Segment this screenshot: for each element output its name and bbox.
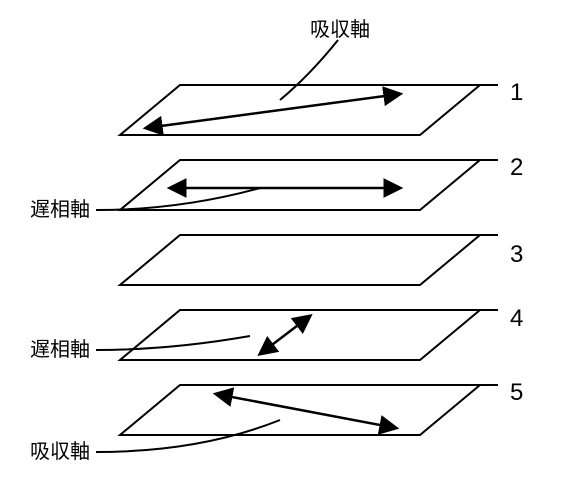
callout-label-5: 吸収軸 [30,440,90,463]
layer-plate-3 [120,235,480,285]
callout-label-2: 遅相軸 [30,198,90,221]
layer-4: 4 遅相軸 [30,305,523,361]
layer-number-1: 1 [510,79,523,106]
callout-label-4: 遅相軸 [30,338,90,361]
layer-2: 2 遅相軸 [30,154,523,221]
layer-3: 3 [120,235,523,285]
layer-5: 5 吸収軸 [30,379,523,463]
layer-number-3: 3 [510,241,523,268]
layer-plate-2 [120,160,480,210]
callout-line-2 [96,188,260,210]
axis-arrow-1 [146,94,400,128]
callout-line-1 [280,40,338,100]
layer-1: 1 吸収軸 [120,18,523,135]
callout-label-1: 吸収軸 [310,18,370,41]
axis-arrow-5 [216,394,396,428]
layer-plate-1 [120,85,480,135]
layer-plate-4 [120,310,480,360]
layer-number-4: 4 [510,305,523,332]
callout-line-4 [96,336,250,350]
axis-arrow-4 [260,316,310,354]
layer-number-2: 2 [510,154,523,181]
layer-number-5: 5 [510,379,523,406]
